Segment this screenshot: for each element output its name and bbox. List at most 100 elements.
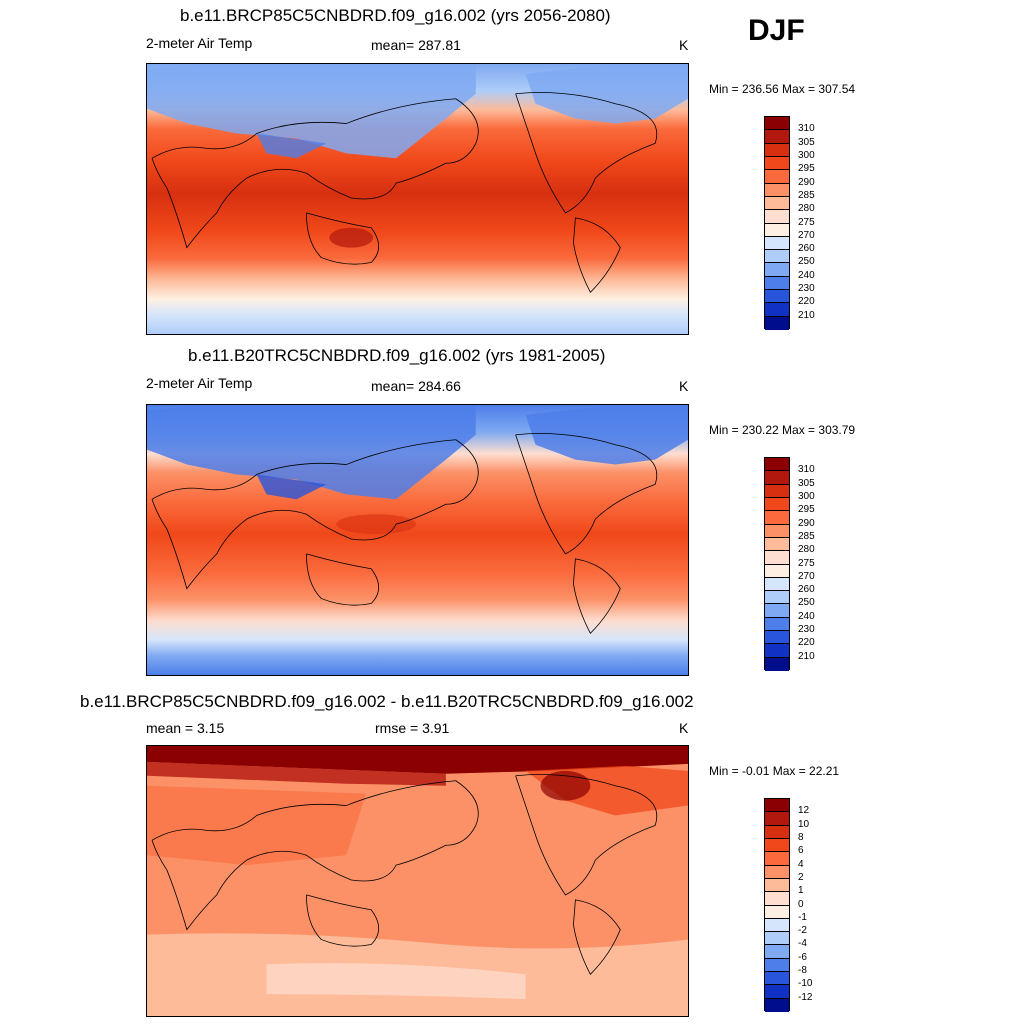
colorbar-swatch xyxy=(765,196,789,211)
colorbar-tick-label: 280 xyxy=(798,203,815,215)
panel1-variable-label: 2-meter Air Temp xyxy=(146,35,253,51)
colorbar-swatch xyxy=(765,537,789,552)
colorbar-swatch xyxy=(765,905,789,919)
colorbar-tick-label: 300 xyxy=(798,149,815,161)
colorbar-tick-label: 285 xyxy=(798,189,815,201)
colorbar-tick-label: 260 xyxy=(798,584,815,596)
colorbar-tick-label: -8 xyxy=(798,965,807,977)
colorbar-tick-label: 310 xyxy=(798,464,815,476)
colorbar-tick-label: 270 xyxy=(798,570,815,582)
panel3-units-label: K xyxy=(679,720,689,736)
colorbar-tick-label: 220 xyxy=(798,296,815,308)
panel3-map xyxy=(146,745,689,1017)
colorbar-swatch xyxy=(765,250,789,264)
colorbar-swatch xyxy=(765,958,789,973)
colorbar-tick-label: 240 xyxy=(798,610,815,622)
colorbar-tick-label: 6 xyxy=(798,845,804,857)
colorbar-swatch xyxy=(765,524,789,538)
colorbar-swatch xyxy=(765,564,789,578)
colorbar-swatch xyxy=(765,985,789,999)
colorbar-tick-label: 305 xyxy=(798,136,815,148)
colorbar-tick-label: 220 xyxy=(798,637,815,649)
panel1-colorbar xyxy=(764,116,790,330)
panel1-mean-label: mean= 287.81 xyxy=(371,37,461,53)
panel2-units-label: K xyxy=(679,378,689,394)
colorbar-swatch xyxy=(765,591,789,605)
colorbar-tick-label: 12 xyxy=(798,805,810,817)
colorbar-swatch xyxy=(765,865,789,879)
colorbar-swatch xyxy=(765,577,789,592)
colorbar-tick-label: 260 xyxy=(798,243,815,255)
colorbar-tick-label: 275 xyxy=(798,557,815,569)
panel1-map xyxy=(146,63,689,335)
colorbar-tick-label: 240 xyxy=(798,269,815,281)
colorbar-swatch xyxy=(765,657,789,671)
colorbar-swatch xyxy=(765,316,789,330)
colorbar-tick-label: 4 xyxy=(798,858,804,870)
colorbar-tick-label: 230 xyxy=(798,283,815,295)
colorbar-swatch xyxy=(765,183,789,197)
colorbar-tick-label: 295 xyxy=(798,504,815,516)
colorbar-swatch xyxy=(765,631,789,645)
colorbar-tick-label: 8 xyxy=(798,831,804,843)
panel2-mean-label: mean= 284.66 xyxy=(371,378,461,394)
colorbar-swatch xyxy=(765,932,789,946)
colorbar-swatch xyxy=(765,484,789,498)
colorbar-tick-label: 290 xyxy=(798,176,815,188)
colorbar-swatch xyxy=(765,303,789,317)
colorbar-swatch xyxy=(765,143,789,157)
season-label: DJF xyxy=(748,14,805,47)
colorbar-swatch xyxy=(765,799,789,813)
colorbar-tick-label: 10 xyxy=(798,818,810,830)
colorbar-tick-label: 250 xyxy=(798,597,815,609)
colorbar-swatch xyxy=(765,497,789,512)
colorbar-swatch xyxy=(765,825,789,839)
colorbar-tick-label: 310 xyxy=(798,123,815,135)
panel3-minmax-label: Min = -0.01 Max = 22.21 xyxy=(709,764,840,778)
panel2-minmax-label: Min = 230.22 Max = 303.79 xyxy=(709,423,856,437)
colorbar-swatch xyxy=(765,604,789,618)
colorbar-swatch xyxy=(765,852,789,866)
colorbar-tick-label: -4 xyxy=(798,938,807,950)
colorbar-tick-label: 280 xyxy=(798,544,815,556)
colorbar-swatch xyxy=(765,617,789,632)
colorbar-swatch xyxy=(765,511,789,525)
colorbar-tick-label: -1 xyxy=(798,911,807,923)
colorbar-swatch xyxy=(765,892,789,906)
colorbar-swatch xyxy=(765,838,789,853)
panel1-units-label: K xyxy=(679,37,689,53)
colorbar-swatch xyxy=(765,458,789,472)
colorbar-tick-label: 210 xyxy=(798,650,815,662)
panel3-title: b.e11.BRCP85C5CNBDRD.f09_g16.002 - b.e11… xyxy=(80,692,694,711)
colorbar-swatch xyxy=(765,117,789,131)
colorbar-swatch xyxy=(765,972,789,986)
panel3-colorbar xyxy=(764,798,790,1012)
colorbar-tick-label: 300 xyxy=(798,490,815,502)
colorbar-tick-label: -12 xyxy=(798,991,813,1003)
colorbar-tick-label: -10 xyxy=(798,978,813,990)
colorbar-swatch xyxy=(765,236,789,251)
panel2-map xyxy=(146,404,689,676)
colorbar-tick-label: 1 xyxy=(798,885,804,897)
colorbar-tick-label: 285 xyxy=(798,530,815,542)
colorbar-tick-label: 250 xyxy=(798,256,815,268)
colorbar-swatch xyxy=(765,156,789,171)
colorbar-swatch xyxy=(765,878,789,893)
panel3-rmse-label: rmse = 3.91 xyxy=(375,720,450,736)
panel2-colorbar xyxy=(764,457,790,671)
colorbar-tick-label: 230 xyxy=(798,624,815,636)
colorbar-tick-label: 210 xyxy=(798,309,815,321)
colorbar-tick-label: -6 xyxy=(798,951,807,963)
colorbar-tick-label: 275 xyxy=(798,216,815,228)
panel2-title: b.e11.B20TRC5CNBDRD.f09_g16.002 (yrs 198… xyxy=(188,346,606,365)
colorbar-swatch xyxy=(765,918,789,933)
colorbar-tick-label: 270 xyxy=(798,229,815,241)
colorbar-tick-label: 2 xyxy=(798,871,804,883)
colorbar-tick-label: 290 xyxy=(798,517,815,529)
colorbar-tick-label: -2 xyxy=(798,925,807,937)
colorbar-tick-label: 305 xyxy=(798,477,815,489)
colorbar-swatch xyxy=(765,210,789,224)
colorbar-swatch xyxy=(765,471,789,485)
colorbar-swatch xyxy=(765,945,789,959)
colorbar-swatch xyxy=(765,551,789,565)
